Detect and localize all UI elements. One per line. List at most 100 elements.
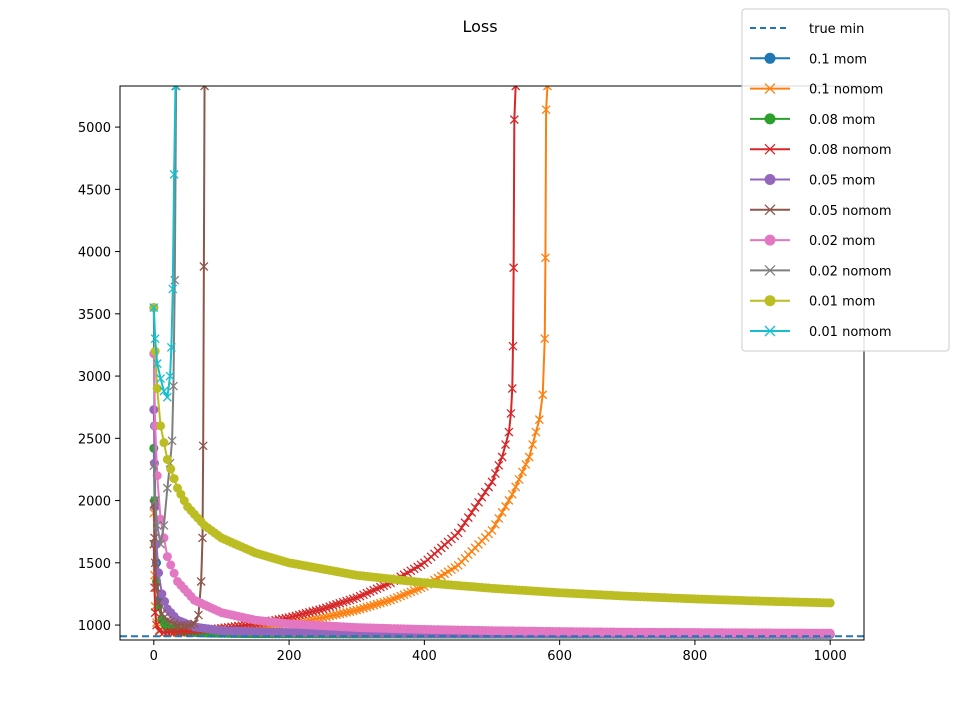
plot-area <box>120 86 864 639</box>
legend-label: 0.02 nomom <box>809 264 892 279</box>
data-point <box>470 502 480 512</box>
data-point <box>150 496 160 506</box>
data-point <box>467 508 477 517</box>
data-point <box>508 341 518 351</box>
data-point <box>338 608 348 618</box>
legend-label: 0.01 nomom <box>809 325 892 340</box>
y-tick-label: 2500 <box>78 432 111 447</box>
legend-label: true min <box>809 22 864 37</box>
y-tick-label: 3000 <box>78 370 111 385</box>
data-point <box>199 262 209 271</box>
legend-marker <box>764 325 776 337</box>
data-point <box>362 602 372 612</box>
chart-title: Loss <box>462 17 497 36</box>
legend-marker <box>764 174 776 185</box>
x-tick-label: 1000 <box>814 649 847 664</box>
data-point <box>162 552 172 562</box>
data-point <box>487 525 497 535</box>
series-markers <box>149 86 552 638</box>
legend-label: 0.08 nomom <box>809 143 892 158</box>
data-point <box>162 483 172 493</box>
data-point <box>501 501 510 511</box>
data-point <box>331 610 341 620</box>
data-point <box>156 374 166 384</box>
y-tick-label: 1500 <box>78 557 111 572</box>
data-point <box>514 474 524 484</box>
legend-item-0-08-nomom: 0.08 nomom <box>750 143 892 158</box>
data-point <box>517 467 527 477</box>
legend-item-0-02-mom: 0.02 mom <box>750 234 875 249</box>
data-point <box>169 568 179 578</box>
data-point <box>196 577 206 586</box>
series-0-01-mom <box>149 303 835 608</box>
data-point <box>152 583 161 593</box>
legend-marker <box>764 204 776 216</box>
data-point <box>167 436 177 446</box>
data-point <box>352 605 362 615</box>
data-point <box>494 513 504 523</box>
series-0-02-mom <box>149 349 835 638</box>
data-point <box>165 371 175 381</box>
data-point <box>168 381 178 391</box>
data-point <box>149 405 159 415</box>
data-point <box>457 523 467 533</box>
legend-item-0-05-mom: 0.05 mom <box>750 174 875 189</box>
data-point <box>501 440 510 450</box>
data-point <box>359 603 368 613</box>
data-point <box>543 86 552 91</box>
data-point <box>369 600 379 610</box>
data-point <box>291 611 301 621</box>
data-point <box>453 528 463 538</box>
series-0-1-nomom <box>149 86 552 638</box>
data-point <box>166 342 176 352</box>
data-point <box>150 558 160 568</box>
data-point <box>162 392 172 402</box>
data-point <box>494 460 504 470</box>
data-point <box>318 613 328 623</box>
data-point <box>156 421 166 431</box>
data-point <box>150 608 160 618</box>
legend-label: 0.1 mom <box>809 52 867 67</box>
series-markers <box>149 443 835 639</box>
series-0-01-nomom <box>149 86 180 402</box>
legend-item-0-1-nomom: 0.1 nomom <box>750 83 883 98</box>
data-point <box>507 384 517 393</box>
data-point <box>538 390 548 400</box>
data-point <box>524 452 534 462</box>
data-point <box>382 596 392 606</box>
data-point <box>507 489 517 499</box>
data-point <box>168 284 178 294</box>
legend-marker <box>764 143 776 155</box>
x-tick-label: 800 <box>682 649 707 664</box>
data-point <box>474 497 483 507</box>
data-point <box>152 384 162 394</box>
data-point <box>150 346 160 356</box>
data-point <box>480 487 490 497</box>
data-point <box>504 495 514 505</box>
data-point <box>169 474 179 484</box>
data-point <box>189 619 199 629</box>
legend-label: 0.08 mom <box>809 113 875 128</box>
data-point <box>484 482 494 492</box>
data-point <box>152 521 162 530</box>
data-point <box>463 513 473 523</box>
data-point <box>509 263 519 273</box>
legend-item-0-08-mom: 0.08 mom <box>750 113 875 128</box>
data-point <box>150 334 160 344</box>
data-point <box>308 607 318 616</box>
x-tick-label: 200 <box>277 649 302 664</box>
series-markers <box>149 86 180 402</box>
x-tick-label: 400 <box>412 649 437 664</box>
data-point <box>159 386 169 396</box>
y-tick-label: 2000 <box>78 495 111 510</box>
data-point <box>345 607 355 617</box>
legend-item-true-min: true min <box>750 22 864 37</box>
data-point <box>298 609 308 619</box>
legend-label: 0.05 mom <box>809 174 875 189</box>
data-point <box>540 334 550 344</box>
data-point <box>200 86 210 91</box>
data-point <box>156 514 166 524</box>
data-point <box>186 620 196 630</box>
data-point <box>540 253 550 263</box>
